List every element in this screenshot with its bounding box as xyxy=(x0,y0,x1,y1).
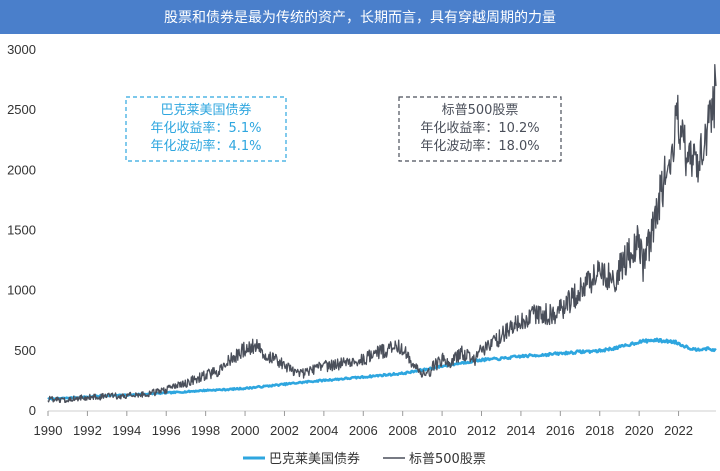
annotation-text-sp500: 年化波动率：18.0% xyxy=(420,138,539,154)
x-tick-label: 1996 xyxy=(152,423,181,438)
x-tick-label: 2020 xyxy=(625,423,654,438)
x-tick-label: 1990 xyxy=(34,423,63,438)
x-tick-label: 2010 xyxy=(428,423,457,438)
x-tick-label: 2002 xyxy=(270,423,299,438)
annotation-text-bond: 年化收益率：5.1% xyxy=(150,120,261,136)
series-line-sp500 xyxy=(47,64,717,404)
annotation-box-bond xyxy=(125,96,287,162)
legend: 巴克莱美国债券 标普500股票 xyxy=(243,451,486,467)
x-tick-label: 2016 xyxy=(546,423,575,438)
x-tick-label: 1998 xyxy=(191,423,220,438)
x-tick-label: 1994 xyxy=(112,423,141,438)
x-tick-label: 2004 xyxy=(309,423,338,438)
y-tick-label: 0 xyxy=(29,403,36,418)
legend-label-bond: 巴克莱美国债券 xyxy=(269,451,360,467)
chart-title: 股票和债券是最为传统的资产，长期而言，具有穿越周期的力量 xyxy=(0,0,720,34)
y-tick-label: 1500 xyxy=(7,223,36,238)
x-tick-label: 2000 xyxy=(231,423,260,438)
annotation-box-sp500 xyxy=(398,96,562,162)
annotation-text-bond: 年化波动率：4.1% xyxy=(150,138,261,154)
axes: 0 500 1000 1500 2000 2500 3000 1990 1992 1994 1996… xyxy=(7,42,716,438)
y-tick-label: 500 xyxy=(14,343,36,358)
x-tick-label: 2014 xyxy=(506,423,535,438)
x-tick-label: 1992 xyxy=(73,423,102,438)
y-tick-label: 3000 xyxy=(7,42,36,57)
annotation-text-sp500: 标普500股票 xyxy=(442,103,519,118)
x-tick-label: 2022 xyxy=(664,423,693,438)
y-tick-label: 2500 xyxy=(7,102,36,117)
annotation-text-sp500: 年化收益率：10.2% xyxy=(420,120,539,136)
x-tick-label: 2012 xyxy=(467,423,496,438)
x-tick-label: 2018 xyxy=(585,423,614,438)
x-tick-label: 2006 xyxy=(349,423,378,438)
series-layer xyxy=(47,64,717,404)
y-tick-label: 2000 xyxy=(7,162,36,177)
y-tick-label: 1000 xyxy=(7,283,36,298)
legend-label-sp500: 标普500股票 xyxy=(409,452,486,467)
x-tick-label: 2008 xyxy=(388,423,417,438)
annotation-text-bond: 巴克莱美国债券 xyxy=(160,102,251,118)
